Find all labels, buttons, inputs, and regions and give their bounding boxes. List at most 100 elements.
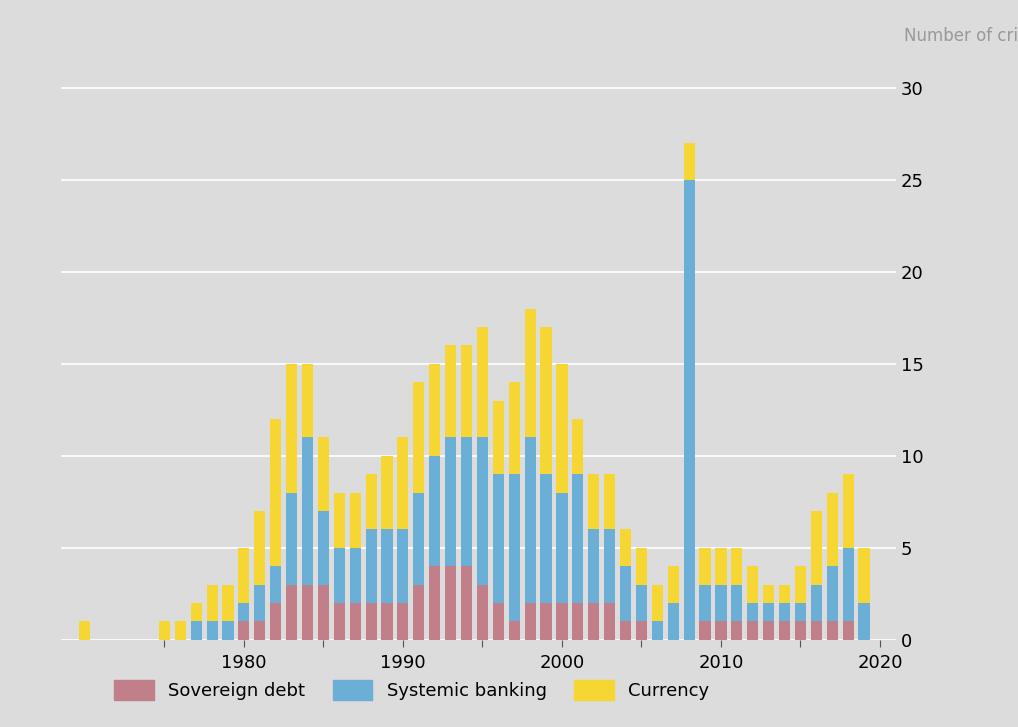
Bar [286,493,297,585]
Bar [731,547,742,585]
Bar [764,603,775,622]
Bar [349,493,360,547]
Bar [588,474,600,529]
Bar [810,511,822,585]
Bar [223,585,233,622]
Bar [175,622,186,640]
Bar [604,529,615,603]
Bar [810,622,822,640]
Bar [302,438,314,585]
Bar [524,438,535,603]
Bar [636,585,647,622]
Bar [397,603,408,640]
Bar [493,603,504,640]
Bar [461,566,472,640]
Bar [636,622,647,640]
Bar [731,622,742,640]
Bar [604,603,615,640]
Bar [810,585,822,622]
Bar [509,382,520,474]
Bar [858,547,869,603]
Bar [445,438,456,566]
Bar [334,547,345,603]
Bar [349,547,360,603]
Bar [779,622,790,640]
Bar [683,143,694,180]
Bar [365,474,377,529]
Bar [159,622,170,640]
Bar [668,566,679,603]
Bar [747,603,758,622]
Bar [270,566,281,603]
Bar [238,622,249,640]
Bar [223,622,233,640]
Bar [779,603,790,622]
Bar [207,622,218,640]
Bar [445,345,456,438]
Bar [413,493,425,585]
Bar [509,622,520,640]
Bar [827,493,838,566]
Bar [318,511,329,585]
Bar [524,308,535,438]
Bar [254,622,266,640]
Bar [795,622,806,640]
Bar [524,603,535,640]
Bar [747,566,758,603]
Bar [716,547,727,585]
Bar [827,622,838,640]
Bar [699,547,711,585]
Bar [764,622,775,640]
Bar [270,603,281,640]
Bar [302,585,314,640]
Bar [382,456,393,529]
Bar [397,529,408,603]
Bar [413,585,425,640]
Bar [190,603,202,622]
Bar [509,474,520,622]
Bar [795,566,806,603]
Bar [779,585,790,603]
Bar [572,603,583,640]
Bar [668,603,679,640]
Bar [699,622,711,640]
Bar [365,529,377,603]
Bar [238,547,249,603]
Bar [476,327,488,438]
Bar [79,622,91,640]
Bar [190,622,202,640]
Bar [652,622,663,640]
Text: Number of crises: Number of crises [904,27,1018,45]
Bar [795,603,806,622]
Bar [493,474,504,603]
Bar [572,419,583,474]
Bar [588,529,600,603]
Bar [430,456,441,566]
Bar [302,364,314,438]
Bar [747,622,758,640]
Bar [270,419,281,566]
Bar [461,345,472,438]
Bar [843,547,854,622]
Bar [636,547,647,585]
Bar [413,382,425,493]
Bar [318,585,329,640]
Bar [557,493,567,603]
Bar [620,566,631,622]
Bar [827,566,838,622]
Bar [731,585,742,622]
Bar [620,622,631,640]
Bar [716,622,727,640]
Bar [254,585,266,622]
Bar [699,585,711,622]
Bar [557,603,567,640]
Bar [397,438,408,529]
Bar [207,585,218,622]
Bar [349,603,360,640]
Bar [764,585,775,603]
Bar [286,364,297,493]
Bar [334,603,345,640]
Bar [382,529,393,603]
Bar [557,364,567,493]
Bar [461,438,472,566]
